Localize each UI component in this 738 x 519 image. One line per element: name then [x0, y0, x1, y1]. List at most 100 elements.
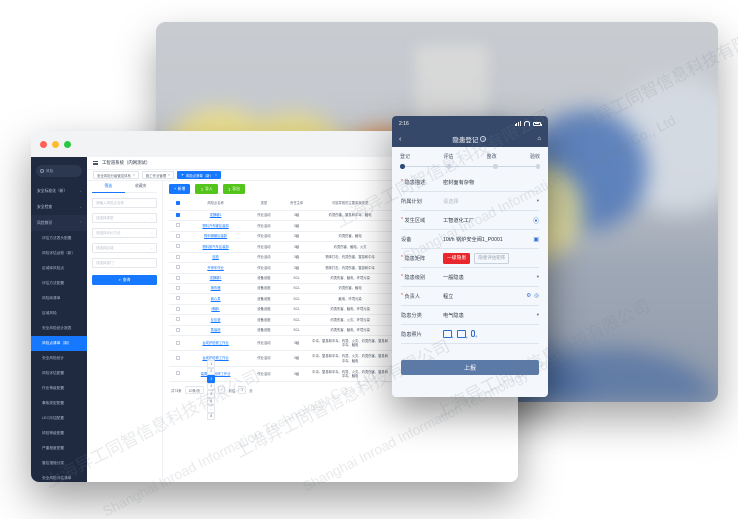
row-checkbox[interactable] — [175, 317, 180, 322]
sidebar-group-2[interactable]: 风险辨识 ⌃ — [31, 215, 87, 231]
form-value-6[interactable]: 程立 ⚙ ◎ — [443, 293, 539, 300]
tab-2[interactable]: ✦ 风险点清单（新） × — [177, 171, 221, 179]
close-icon[interactable]: × — [214, 173, 217, 177]
row-checkbox[interactable] — [175, 275, 180, 280]
form-value-4[interactable]: 一级隐患 隐患评估矩阵 — [443, 252, 539, 264]
page-button-2[interactable]: 2 — [207, 367, 216, 376]
sidebar-item-11[interactable]: 事故类型配置 — [31, 396, 87, 411]
submit-button[interactable]: 上报 — [401, 360, 539, 375]
risk-name-link[interactable]: 装置平台检修工作业 — [200, 371, 231, 376]
filter-field-2[interactable]: 请选择评价方法 ⌄ — [92, 228, 157, 238]
step-dot-1[interactable] — [446, 164, 452, 169]
tab-0[interactable]: 安全风险分级管控体系 × — [93, 171, 139, 179]
hazard-matrix-button[interactable]: 隐患评估矩阵 — [474, 252, 510, 264]
chevron-down-icon[interactable]: ▾ — [536, 198, 539, 203]
sidebar-item-9[interactable]: 风险评估配置 — [31, 366, 87, 381]
filter-field-4[interactable]: 请选择部门 — [92, 258, 157, 268]
risk-name-link[interactable]: 发酵罐1 — [209, 213, 222, 218]
row-checkbox[interactable] — [175, 254, 180, 259]
tab-1[interactable]: 施工作业管理 × — [141, 171, 174, 179]
minimize-icon[interactable] — [52, 140, 59, 148]
risk-name-link[interactable]: 离心泵 — [210, 296, 221, 301]
sidebar-item-7[interactable]: 风险点清单（新） — [31, 336, 87, 351]
filter-field-0[interactable]: 请输入风险点名称 — [92, 198, 157, 208]
row-checkbox[interactable] — [175, 212, 180, 217]
select-all-checkbox[interactable] — [175, 200, 180, 205]
sidebar-item-8[interactable]: 安全风险统计 — [31, 351, 87, 366]
jump-input[interactable]: 1 — [238, 386, 247, 394]
hazard-level-tag[interactable]: 一级隐患 — [443, 252, 471, 264]
gear-icon[interactable]: ⚙ — [526, 293, 532, 299]
page-button-8[interactable]: 8 — [207, 412, 216, 421]
sidebar-item-4[interactable]: 风险库清单 — [31, 291, 87, 306]
sidebar-item-1[interactable]: 风险评估台账（新） — [31, 246, 87, 261]
help-circle-icon[interactable]: ? — [480, 136, 487, 142]
filter-field-1[interactable]: 请选择类型 ⌄ — [92, 213, 157, 223]
sidebar-item-16[interactable]: 安全风险评估清单 — [31, 471, 87, 482]
form-value-1[interactable]: 请选择 ▾ — [443, 198, 539, 205]
form-value-0[interactable]: 密封面有杂物 — [443, 179, 539, 186]
step-dot-3[interactable] — [535, 164, 540, 169]
row-checkbox[interactable] — [175, 244, 180, 249]
toolbar-plus[interactable]: + 新增 — [169, 184, 191, 194]
risk-name-link[interactable]: 台成炉检修工作业 — [202, 356, 229, 361]
close-icon[interactable]: × — [168, 173, 170, 177]
row-checkbox[interactable] — [175, 265, 180, 270]
chevron-down-icon[interactable]: ▾ — [536, 312, 539, 317]
page-size-select[interactable]: 10条/页 — [184, 386, 205, 394]
filter-tab-1[interactable]: 收藏夹 — [124, 181, 157, 193]
risk-name-link[interactable]: 蒸馏塔 — [210, 328, 221, 333]
row-checkbox[interactable] — [175, 371, 180, 376]
menu-icon[interactable] — [93, 160, 98, 166]
form-value-7[interactable]: 电气隐患 ▾ — [443, 312, 539, 319]
sidebar-item-10[interactable]: 作业等级配置 — [31, 381, 87, 396]
sidebar-item-15[interactable]: 管控措施分类 — [31, 456, 87, 471]
form-value-8[interactable] — [443, 330, 539, 340]
risk-name-link[interactable]: 反应釜 — [210, 317, 221, 322]
sidebar-item-13[interactable]: 风险等级配置 — [31, 426, 87, 441]
zoom-icon[interactable] — [64, 140, 71, 148]
sidebar-item-3[interactable]: 评估方法配置 — [31, 276, 87, 291]
form-value-2[interactable]: 工智道化工厂 ⦿ — [443, 216, 539, 225]
row-checkbox[interactable] — [175, 296, 180, 301]
sidebar-item-2[interactable]: 区域库风险点 — [31, 261, 87, 276]
sidebar-item-6[interactable]: 安全风险统计报表 — [31, 321, 87, 336]
filter-tab-0[interactable]: 筛选 — [92, 181, 125, 193]
page-button-3[interactable]: 3 — [207, 375, 216, 383]
sidebar-search[interactable]: 风险 — [36, 165, 82, 177]
row-checkbox[interactable] — [175, 340, 180, 345]
contacts-icon[interactable]: ◎ — [534, 293, 539, 299]
back-icon[interactable]: ‹ — [399, 135, 402, 143]
step-dot-2[interactable] — [493, 164, 498, 169]
row-checkbox[interactable] — [175, 223, 180, 228]
row-checkbox[interactable] — [175, 355, 180, 360]
sidebar-group-1[interactable]: 安全检查 ⌄ — [31, 199, 87, 215]
toolbar-download[interactable]: ↧ 导出 — [222, 184, 245, 194]
add-audio-icon[interactable] — [471, 330, 478, 339]
risk-name-link[interactable]: 巡检 — [212, 255, 219, 260]
sidebar-item-14[interactable]: 严重程度配置 — [31, 441, 87, 456]
toolbar-upload[interactable]: ↥ 导入 — [195, 184, 218, 194]
form-value-5[interactable]: 一般隐患 ▾ — [443, 274, 539, 281]
row-checkbox[interactable] — [175, 306, 180, 311]
page-button-5[interactable]: 5 — [207, 390, 216, 398]
add-photo-icon[interactable] — [443, 330, 454, 340]
risk-name-link[interactable]: 物料汽车罐区装卸 — [202, 223, 229, 228]
page-button-6[interactable]: 6 — [207, 397, 216, 406]
step-dot-0[interactable] — [400, 164, 405, 169]
risk-name-link[interactable]: 物料卸汽车区装卸 — [202, 244, 229, 249]
close-icon[interactable]: × — [132, 173, 135, 177]
add-video-icon[interactable] — [457, 330, 468, 340]
location-pin-icon[interactable]: ⦿ — [532, 218, 539, 225]
risk-name-link[interactable]: 台成炉检修工作业 — [202, 341, 229, 346]
sidebar-item-5[interactable]: 区域风险 — [31, 306, 87, 321]
sidebar-item-0[interactable]: 评估方法表头配置 — [31, 231, 87, 246]
risk-name-link[interactable]: 物料储罐区装卸 — [204, 234, 228, 239]
row-checkbox[interactable] — [175, 233, 180, 238]
search-button[interactable]: ⌕ 查询 — [92, 275, 157, 285]
sidebar-item-12[interactable]: LEC评估配置 — [31, 411, 87, 426]
close-icon[interactable] — [40, 140, 47, 148]
form-value-3[interactable]: 10t/h 锅炉安全阀1_P0001 ▣ — [443, 236, 539, 243]
next-page-button[interactable]: › — [218, 386, 226, 394]
risk-name-link[interactable]: 发酵罐1 — [209, 276, 222, 280]
